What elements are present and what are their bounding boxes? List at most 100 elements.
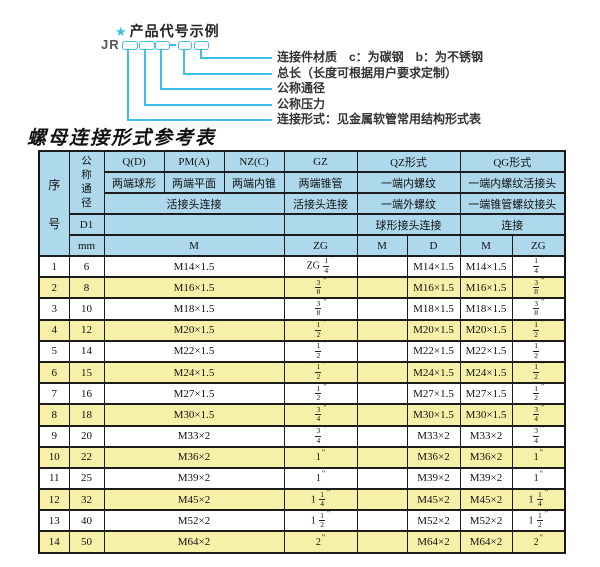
- table-row: 6 15 M24×1.5 1 2 " M24×1.5 M24×1.5 1 2 ": [38, 360, 566, 385]
- cell-qg-m: M45×2: [459, 488, 513, 512]
- desc-qg-1: 一端内螺纹活接头: [459, 171, 566, 194]
- zg-header-qg: ZG: [511, 234, 566, 257]
- header-row-4: D1 球形接头连接 连接: [39, 213, 566, 236]
- cell-qg-m: M20×1.5: [459, 318, 513, 342]
- cell-dn: 10: [68, 297, 105, 321]
- cell-qz-d: M36×2: [406, 445, 461, 469]
- cell-qz-d: M18×1.5: [406, 297, 461, 321]
- cell-seq: 11: [38, 466, 70, 491]
- cell-gz-zg: 1 2 ": [283, 360, 358, 385]
- cell-qg-zg: 2": [511, 530, 566, 554]
- cell-qg-m: M27×1.5: [459, 382, 513, 406]
- cell-m: M36×2: [103, 445, 285, 469]
- cell-qz-m: [356, 297, 408, 321]
- table-row: 1 6 M14×1.5 ZG 1 4 " M14×1.5 M14×1.5 1 4 ": [38, 254, 566, 279]
- connector-line: [183, 49, 185, 74]
- cell-qg-zg: 1 4 ": [511, 254, 566, 279]
- cell-m: M18×1.5: [103, 297, 285, 321]
- label-nominal-diameter: 公称通径: [277, 81, 326, 95]
- cell-dn: 6: [68, 254, 105, 279]
- cell-seq: 5: [38, 339, 70, 363]
- cell-qz-m: [356, 254, 408, 279]
- cell-gz-zg: 1": [283, 466, 358, 491]
- cell-gz-zg: 1 1 4 ": [283, 488, 358, 512]
- label-connector-material: 连接件材质 c：为碳钢 b：为不锈钢: [277, 50, 484, 64]
- cell-qg-zg: 1": [511, 445, 566, 469]
- m-header-qz: M: [356, 234, 408, 257]
- col-header-q: Q(D): [103, 150, 165, 173]
- cell-m: M52×2: [103, 509, 285, 533]
- header-row-1: 序号 公称通径 Q(D) PM(A) NZ(C) GZ QZ形式 QG形式: [38, 150, 566, 257]
- cell-m: M24×1.5: [103, 360, 285, 385]
- star-icon: ★: [115, 24, 128, 39]
- cell-dn: 16: [68, 382, 105, 406]
- cell-qz-d: M33×2: [406, 424, 461, 448]
- cell-gz-zg: 1 2 ": [283, 382, 358, 406]
- cell-dn: 15: [68, 360, 105, 385]
- cell-qg-zg: 1 2 ": [511, 382, 566, 406]
- cell-seq: 12: [38, 488, 70, 512]
- code-box-2: [139, 41, 155, 50]
- cell-seq: 13: [38, 509, 70, 533]
- cell-qz-d: M24×1.5: [406, 360, 461, 385]
- cell-qz-m: [356, 318, 408, 342]
- cell-qz-m: [356, 466, 408, 491]
- table-row: 12 32 M45×2 1 1 4 " M45×2 M45×2 1 1 4 ": [38, 488, 566, 512]
- spacer-cell: [283, 213, 358, 236]
- cell-gz-zg: 3 8 ": [283, 297, 358, 321]
- code-box-3: [155, 41, 170, 50]
- code-dash: [170, 44, 176, 46]
- connector-line: [160, 49, 162, 89]
- cell-gz-zg: 1 1 2 ": [283, 509, 358, 533]
- cell-qg-m: M22×1.5: [459, 339, 513, 363]
- cell-seq: 6: [38, 360, 70, 385]
- cell-dn: 22: [68, 445, 105, 469]
- cell-qz-d: M52×2: [406, 509, 461, 533]
- header-row-3: 活接头连接 活接头连接 一端外螺纹 一端锥管螺纹接头: [39, 192, 566, 215]
- union-connection: 活接头连接: [103, 192, 285, 215]
- desc-q: 两端球形: [103, 171, 165, 194]
- d-header-qz: D: [406, 234, 461, 257]
- col-header-qg: QG形式: [459, 150, 566, 173]
- cell-qg-m: M33×2: [459, 424, 513, 448]
- cell-qz-d: M22×1.5: [406, 339, 461, 363]
- col-header-gz: GZ: [283, 150, 358, 173]
- cell-gz-zg: 1 2 ": [283, 339, 358, 363]
- cell-seq: 2: [38, 276, 70, 300]
- cell-qg-zg: 3 8 ": [511, 297, 566, 321]
- cell-qz-m: [356, 530, 408, 554]
- cell-qg-m: M64×2: [459, 530, 513, 554]
- cell-gz-zg: 2": [283, 530, 358, 554]
- cell-qz-d: M16×1.5: [406, 276, 461, 300]
- cell-qz-d: M14×1.5: [406, 254, 461, 279]
- cell-gz-zg: 3 4 ": [283, 403, 358, 427]
- cell-qg-m: M16×1.5: [459, 276, 513, 300]
- connector-line: [160, 88, 272, 90]
- label-total-length: 总长（长度可根据用户要求定制）: [277, 66, 458, 80]
- cell-qz-m: [356, 403, 408, 427]
- cell-dn: 32: [68, 488, 105, 512]
- label-connection-form: 连接形式：见金属软管常用结构形式表: [277, 112, 482, 126]
- cell-qg-zg: 1 2 ": [511, 339, 566, 363]
- cell-dn: 25: [68, 466, 105, 491]
- cell-dn: 50: [68, 530, 105, 554]
- table-row: 8 18 M30×1.5 3 4 " M30×1.5 M30×1.5 3 4 ": [38, 403, 566, 427]
- cell-qg-m: M52×2: [459, 509, 513, 533]
- col-header-nz: NZ(C): [223, 150, 285, 173]
- cell-dn: 14: [68, 339, 105, 363]
- col-header-dn: 公称通径: [68, 150, 105, 215]
- product-code-prefix: JR: [101, 37, 120, 52]
- d1-header: D1: [68, 213, 105, 236]
- table-row: 9 20 M33×2 3 4 " M33×2 M33×2 3 4 ": [38, 424, 566, 448]
- label-nominal-pressure: 公称压力: [277, 97, 326, 111]
- zg-header-gz: ZG: [283, 234, 358, 257]
- table-row: 7 16 M27×1.5 1 2 " M27×1.5 M27×1.5 1 2 ": [38, 382, 566, 406]
- qz-connection: 球形接头连接: [356, 213, 461, 236]
- cell-gz-zg: 1 2 ": [283, 318, 358, 342]
- cell-qz-m: [356, 509, 408, 533]
- cell-qg-m: M24×1.5: [459, 360, 513, 385]
- cell-qz-m: [356, 360, 408, 385]
- cell-qz-d: M20×1.5: [406, 318, 461, 342]
- cell-qg-m: M14×1.5: [459, 254, 513, 279]
- cell-dn: 8: [68, 276, 105, 300]
